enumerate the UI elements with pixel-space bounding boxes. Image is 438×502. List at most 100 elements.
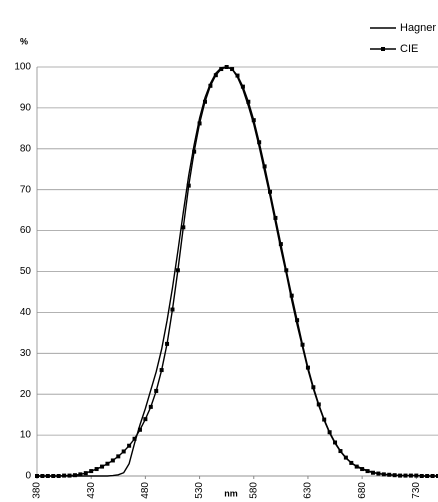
legend-label: CIE [400, 43, 418, 55]
data-point [100, 464, 105, 469]
data-point [35, 474, 39, 478]
x-tick-label: 430 [86, 482, 97, 499]
data-point [273, 215, 278, 220]
data-point [370, 470, 375, 475]
data-point [338, 449, 343, 454]
data-point [181, 225, 186, 230]
data-point [202, 99, 207, 104]
x-tick-label: 530 [194, 482, 205, 499]
y-tick-label: 70 [20, 184, 32, 195]
data-point [365, 469, 370, 474]
data-point [148, 404, 153, 409]
data-point [165, 341, 170, 346]
data-point [419, 474, 424, 478]
legend-label: Hagner [400, 22, 436, 34]
x-tick-label: 580 [248, 482, 259, 499]
x-tick-label: 680 [357, 482, 368, 499]
data-point [121, 449, 126, 454]
data-point [192, 149, 197, 154]
data-point [51, 474, 56, 478]
y-tick-label: 50 [20, 266, 32, 277]
data-point [105, 461, 110, 466]
x-tick-label: 480 [140, 482, 151, 499]
data-point [414, 473, 419, 478]
data-point [56, 474, 61, 478]
data-point [381, 472, 386, 477]
x-tick-label: 380 [32, 482, 43, 499]
data-point [300, 342, 305, 347]
data-point [240, 84, 245, 89]
data-point [116, 454, 121, 459]
data-point [45, 474, 50, 478]
data-point [398, 473, 403, 478]
data-point [387, 472, 392, 477]
x-axis-label: nm [224, 488, 238, 498]
data-point [295, 318, 300, 323]
y-tick-label: 90 [20, 103, 32, 114]
data-point [127, 443, 132, 448]
data-point [62, 473, 67, 478]
data-point [235, 73, 240, 78]
data-point [137, 427, 142, 432]
data-point [305, 365, 310, 370]
data-point [284, 268, 289, 273]
data-point [316, 402, 321, 407]
data-point [197, 121, 202, 126]
data-point [94, 467, 99, 472]
data-point [436, 474, 438, 478]
data-point [349, 460, 354, 465]
data-point [354, 464, 359, 469]
x-tick-label: 630 [303, 482, 314, 499]
data-point [425, 474, 430, 478]
data-point [322, 417, 327, 422]
y-tick-label: 100 [14, 62, 31, 73]
y-tick-label: 0 [25, 471, 31, 482]
data-point [360, 467, 365, 472]
data-point [219, 67, 224, 72]
data-point [154, 388, 159, 393]
data-point [67, 473, 72, 478]
data-point [213, 73, 218, 78]
data-point [392, 473, 397, 478]
data-point [278, 242, 283, 247]
data-point [89, 469, 94, 474]
data-point [333, 440, 338, 445]
y-tick-label: 10 [20, 430, 32, 441]
legend-marker [381, 47, 385, 51]
data-point [246, 99, 251, 104]
data-point [251, 118, 256, 123]
data-point [408, 473, 413, 478]
y-tick-label: 80 [20, 143, 32, 154]
data-point [403, 473, 408, 478]
y-tick-label: 40 [20, 307, 32, 318]
x-tick-label: 730 [411, 482, 422, 499]
data-point [40, 474, 45, 478]
data-point [175, 268, 180, 273]
data-point [230, 67, 235, 72]
data-point [311, 385, 316, 390]
data-point [224, 65, 229, 69]
y-tick-label: 20 [20, 389, 32, 400]
data-point [430, 474, 435, 478]
y-tick-label: 60 [20, 225, 32, 236]
data-point [289, 293, 294, 298]
data-point [78, 472, 83, 477]
y-axis-label: % [20, 36, 28, 46]
data-point [170, 307, 175, 312]
data-point [262, 164, 267, 169]
data-point [268, 189, 273, 194]
data-point [327, 430, 332, 435]
data-point [159, 368, 164, 373]
data-point [376, 471, 381, 476]
data-point [343, 455, 348, 460]
data-point [132, 436, 137, 441]
y-tick-label: 30 [20, 348, 32, 359]
data-point [257, 140, 262, 145]
data-point [186, 183, 191, 188]
data-point [143, 417, 148, 422]
data-point [208, 83, 213, 88]
data-point [72, 473, 77, 478]
data-point [83, 471, 88, 476]
